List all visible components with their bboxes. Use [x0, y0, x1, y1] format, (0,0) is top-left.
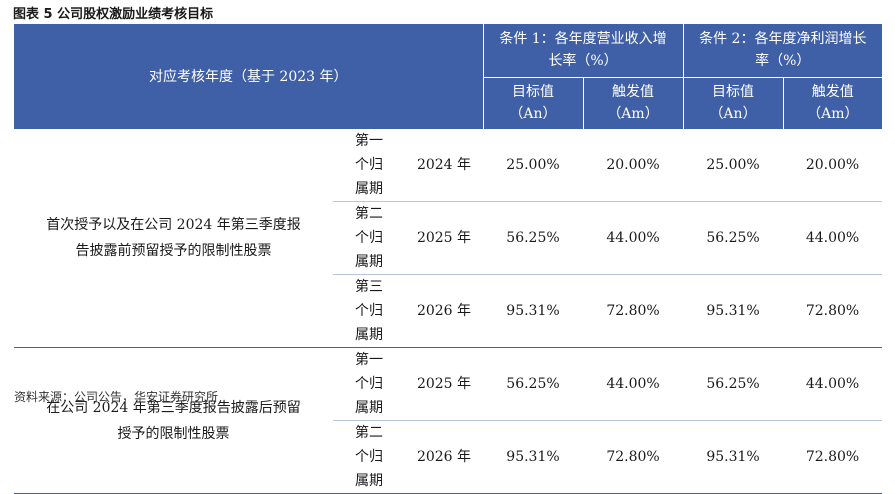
- header-c2-trigger: 触发值（Am）: [783, 77, 883, 129]
- year-cell: 2025 年: [405, 201, 483, 275]
- c1-target-cell: 56.25%: [483, 201, 583, 275]
- year-cell: 2025 年: [405, 347, 483, 421]
- c2-target-cell: 95.31%: [683, 274, 784, 348]
- header-condition-1: 条件 1：各年度营业收入增长率（%）: [483, 24, 684, 78]
- c2-target-cell: 25.00%: [683, 129, 784, 202]
- header-c1-trigger: 触发值（Am）: [583, 77, 684, 129]
- source-note: 资料来源：公司公告，华安证券研究所: [14, 390, 219, 404]
- period-cell: 第二个归属期: [333, 420, 405, 494]
- period-cell: 第三个归属期: [333, 274, 405, 348]
- c2-trigger-cell: 20.00%: [783, 129, 883, 202]
- period-cell: 第一个归属期: [333, 347, 405, 421]
- c1-trigger-cell: 72.80%: [583, 274, 684, 348]
- header-c1-target: 目标值（An）: [483, 77, 584, 129]
- c2-target-cell: 56.25%: [683, 201, 784, 275]
- c1-trigger-cell: 20.00%: [583, 129, 684, 202]
- period-cell: 第二个归属期: [333, 201, 405, 275]
- c2-trigger-cell: 44.00%: [783, 201, 883, 275]
- header-c2-target: 目标值（An）: [683, 77, 784, 129]
- c1-target-cell: 25.00%: [483, 129, 583, 202]
- c1-trigger-cell: 44.00%: [583, 201, 684, 275]
- c1-trigger-cell: 72.80%: [583, 420, 684, 494]
- year-cell: 2024 年: [405, 129, 483, 202]
- c2-target-cell: 56.25%: [683, 347, 784, 421]
- performance-target-table: 对应考核年度（基于 2023 年） 条件 1：各年度营业收入增长率（%） 条件 …: [14, 24, 883, 494]
- header-assessment-year: 对应考核年度（基于 2023 年）: [14, 24, 484, 129]
- c1-target-cell: 56.25%: [483, 347, 583, 421]
- c2-target-cell: 95.31%: [683, 420, 784, 494]
- figure-title: 图表 5 公司股权激励业绩考核目标: [13, 7, 214, 22]
- c2-trigger-cell: 72.80%: [783, 420, 883, 494]
- header-condition-2: 条件 2：各年度净利润增长率（%）: [683, 24, 883, 78]
- period-cell: 第一个归属期: [333, 129, 405, 202]
- group-label: 首次授予以及在公司 2024 年第三季度报告披露前预留授予的限制性股票: [14, 129, 333, 348]
- year-cell: 2026 年: [405, 420, 483, 494]
- c2-trigger-cell: 72.80%: [783, 274, 883, 348]
- group-label: 在公司 2024 年第三季度报告披露后预留授予的限制性股票: [14, 347, 333, 494]
- c1-trigger-cell: 44.00%: [583, 347, 684, 421]
- year-cell: 2026 年: [405, 274, 483, 348]
- c1-target-cell: 95.31%: [483, 274, 583, 348]
- c1-target-cell: 95.31%: [483, 420, 583, 494]
- c2-trigger-cell: 44.00%: [783, 347, 883, 421]
